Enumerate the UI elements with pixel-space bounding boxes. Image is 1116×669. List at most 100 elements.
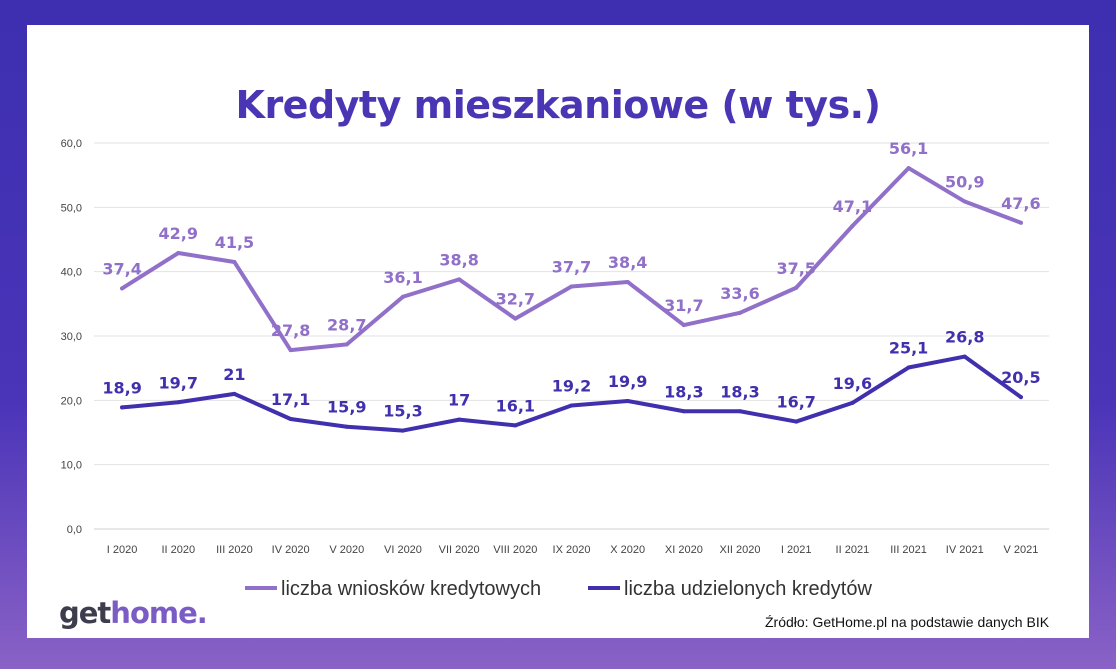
y-tick-label: 10,0 [61, 460, 82, 472]
data-label: 16,1 [496, 396, 535, 415]
data-point [625, 398, 630, 403]
y-tick-label: 60,0 [61, 138, 82, 150]
y-tick-label: 40,0 [61, 267, 82, 279]
series-lines [120, 166, 1023, 433]
data-label: 19,6 [833, 374, 872, 393]
data-point [569, 284, 574, 289]
data-point [344, 424, 349, 429]
data-label: 38,4 [608, 253, 647, 272]
data-label: 19,2 [552, 376, 591, 395]
data-label: 37,5 [776, 259, 815, 278]
data-label: 50,9 [945, 173, 984, 192]
data-point [794, 419, 799, 424]
data-point [232, 260, 237, 265]
x-tick-label: IV 2020 [272, 544, 310, 556]
data-label: 32,7 [496, 290, 535, 309]
legend: liczba wniosków kredytowych liczba udziel… [245, 578, 872, 600]
data-point [288, 348, 293, 353]
chart-card: Kredyty mieszkaniowe (w tys.) [27, 25, 1089, 638]
data-label: 27,8 [271, 321, 310, 340]
data-labels: 37,4 42,9 41,5 27,8 28,7 36,1 38,8 32,7 37,7 38,4… [102, 139, 1040, 420]
x-tick-label: I 2020 [107, 544, 138, 556]
data-point [850, 400, 855, 405]
data-point [513, 423, 518, 428]
x-tick-label: VI 2020 [384, 544, 422, 556]
data-label: 47,6 [1001, 194, 1040, 213]
x-tick-label: V 2020 [329, 544, 364, 556]
data-label: 18,3 [720, 382, 759, 401]
data-point [513, 316, 518, 321]
data-point [906, 166, 911, 171]
gridlines [94, 142, 1049, 530]
data-point [569, 403, 574, 408]
legend-entry: liczba wniosków kredytowych [281, 578, 541, 600]
data-label: 19,9 [608, 372, 647, 391]
x-tick-label: XII 2020 [720, 544, 761, 556]
x-tick-label: V 2021 [1003, 544, 1038, 556]
data-label: 18,3 [664, 382, 703, 401]
x-tick-label: III 2020 [216, 544, 253, 556]
data-point [344, 342, 349, 347]
axis-labels: 0,0 10,0 20,0 30,0 40,0 50,0 60,0 I 2020 II 2020… [61, 138, 1039, 556]
data-point [794, 285, 799, 290]
y-tick-label: 0,0 [67, 524, 82, 536]
data-label: 47,1 [833, 197, 872, 216]
data-label: 38,8 [439, 250, 478, 269]
y-tick-label: 30,0 [61, 331, 82, 343]
data-label: 36,1 [383, 268, 422, 287]
logo-home-text: home. [110, 596, 207, 630]
data-point [120, 405, 125, 410]
data-point [850, 223, 855, 228]
data-label: 19,7 [159, 373, 198, 392]
data-point [232, 391, 237, 396]
data-label: 33,6 [720, 284, 759, 303]
data-label: 17,1 [271, 390, 310, 409]
data-point [400, 294, 405, 299]
x-tick-label: IX 2020 [553, 544, 591, 556]
data-point [120, 286, 125, 291]
data-point [625, 279, 630, 284]
data-point [962, 199, 967, 204]
data-point [288, 416, 293, 421]
data-label: 25,1 [889, 339, 928, 358]
data-label: 28,7 [327, 315, 366, 334]
x-tick-label: II 2021 [836, 544, 870, 556]
x-tick-label: I 2021 [781, 544, 812, 556]
y-tick-label: 20,0 [61, 395, 82, 407]
chart-title: Kredyty mieszkaniowe (w tys.) [235, 83, 882, 127]
data-point [176, 251, 181, 256]
data-label: 20,5 [1001, 368, 1040, 387]
data-label: 18,9 [102, 378, 141, 397]
data-label: 56,1 [889, 139, 928, 158]
x-tick-label: VII 2020 [439, 544, 480, 556]
data-point [962, 354, 967, 359]
data-label: 15,3 [383, 402, 422, 421]
data-label: 21 [223, 365, 245, 384]
data-point [738, 409, 743, 414]
data-label: 17 [448, 391, 470, 410]
data-point [176, 400, 181, 405]
data-point [457, 277, 462, 282]
gethome-logo: gethome. [59, 596, 208, 630]
data-label: 26,8 [945, 328, 984, 347]
x-tick-label: II 2020 [161, 544, 195, 556]
data-label: 31,7 [664, 296, 703, 315]
y-tick-label: 50,0 [61, 202, 82, 214]
x-tick-label: IV 2021 [946, 544, 984, 556]
logo-get-text: get [59, 596, 111, 630]
data-point [681, 409, 686, 414]
data-label: 37,7 [552, 257, 591, 276]
data-label: 16,7 [776, 393, 815, 412]
legend-entry: liczba udzielonych kredytów [624, 578, 872, 600]
x-tick-label: III 2021 [890, 544, 927, 556]
data-point [681, 323, 686, 328]
data-label: 15,9 [327, 398, 366, 417]
data-point [457, 417, 462, 422]
source-note: Źródło: GetHome.pl na podstawie danych B… [765, 614, 1050, 630]
x-tick-label: VIII 2020 [493, 544, 537, 556]
data-point [738, 310, 743, 315]
data-point [906, 365, 911, 370]
x-tick-label: X 2020 [610, 544, 645, 556]
data-point [1018, 395, 1023, 400]
